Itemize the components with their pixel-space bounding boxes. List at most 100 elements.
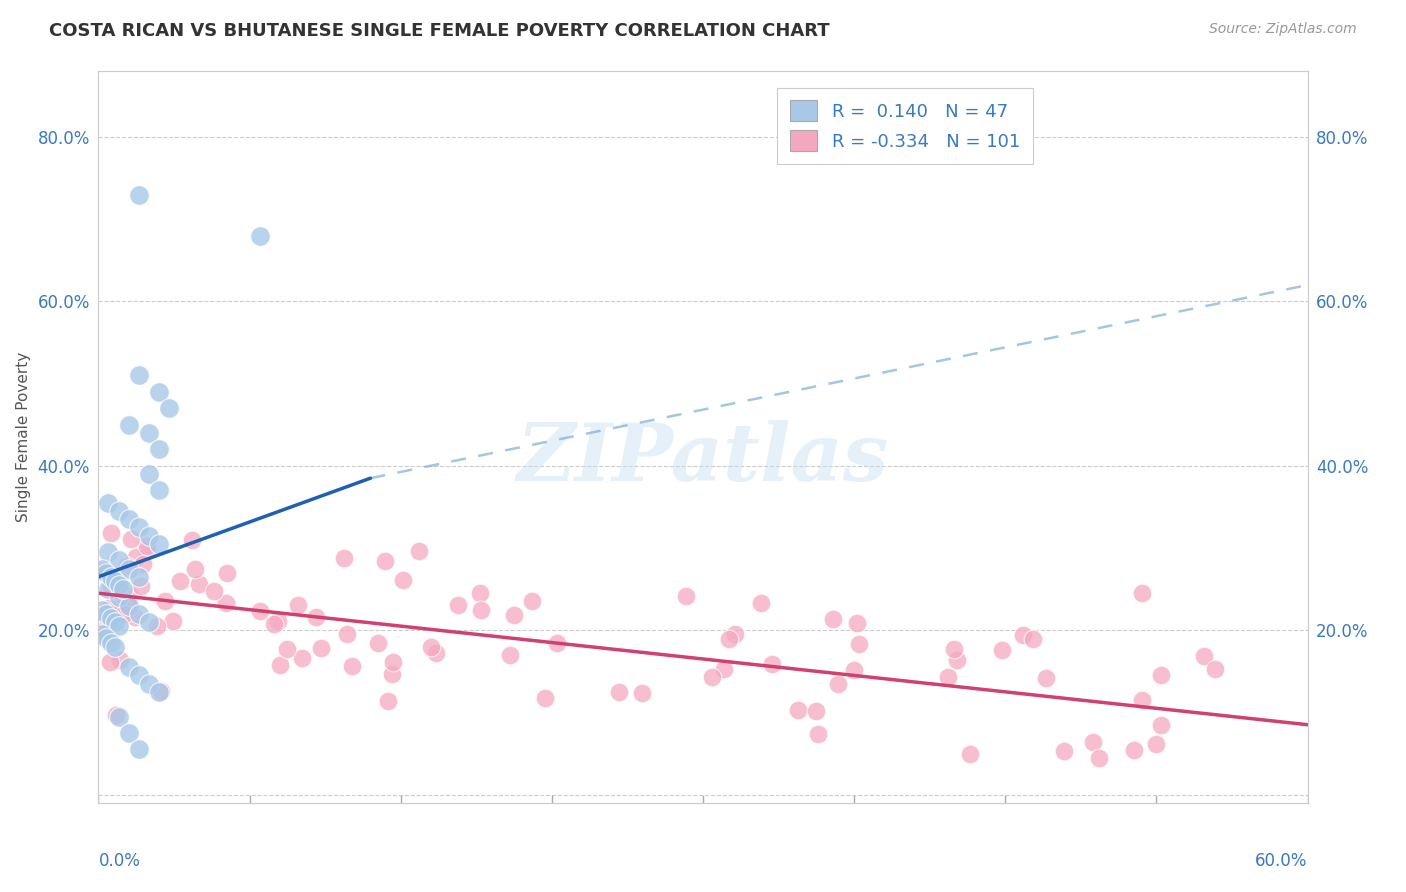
Point xyxy=(91,627,114,641)
Point xyxy=(100,580,122,594)
Point xyxy=(100,635,122,649)
Point xyxy=(425,646,447,660)
Point xyxy=(118,512,141,526)
Point xyxy=(148,442,170,457)
Point xyxy=(1130,586,1153,600)
Point xyxy=(392,573,415,587)
Point xyxy=(269,658,291,673)
Point xyxy=(1150,668,1173,682)
Point xyxy=(1088,751,1111,765)
Point xyxy=(100,570,122,584)
Point xyxy=(342,659,364,673)
Point xyxy=(1204,662,1226,676)
Point xyxy=(946,653,969,667)
Point xyxy=(118,561,141,575)
Point xyxy=(138,467,160,481)
Point xyxy=(108,653,131,667)
Point xyxy=(136,539,159,553)
Point xyxy=(936,669,959,683)
Point xyxy=(751,596,773,610)
Point xyxy=(382,655,405,669)
Point xyxy=(1130,693,1153,707)
Point xyxy=(97,600,120,615)
Point xyxy=(111,582,134,596)
Text: ZIPatlas: ZIPatlas xyxy=(517,420,889,498)
Point xyxy=(97,496,120,510)
Point xyxy=(129,579,152,593)
Point xyxy=(124,609,146,624)
Point xyxy=(381,667,404,681)
Text: 60.0%: 60.0% xyxy=(1256,852,1308,870)
Point xyxy=(943,642,966,657)
Point xyxy=(761,657,783,671)
Point xyxy=(111,600,134,615)
Point xyxy=(309,640,332,655)
Point xyxy=(96,566,118,580)
Point xyxy=(630,686,652,700)
Point xyxy=(188,577,211,591)
Point xyxy=(91,561,114,575)
Point xyxy=(112,607,135,621)
Point xyxy=(827,677,849,691)
Point xyxy=(120,533,142,547)
Point xyxy=(138,676,160,690)
Point xyxy=(374,554,396,568)
Point xyxy=(125,549,148,564)
Point xyxy=(149,684,172,698)
Point xyxy=(120,599,142,614)
Point xyxy=(267,614,290,628)
Point xyxy=(305,610,328,624)
Point xyxy=(96,632,118,646)
Point xyxy=(100,525,122,540)
Point xyxy=(991,643,1014,657)
Point xyxy=(713,662,735,676)
Point xyxy=(107,578,129,592)
Point xyxy=(104,708,127,723)
Point xyxy=(1021,632,1043,646)
Point xyxy=(115,558,138,573)
Point xyxy=(276,642,298,657)
Point xyxy=(1144,737,1167,751)
Point xyxy=(1011,628,1033,642)
Point xyxy=(1150,718,1173,732)
Point xyxy=(1035,672,1057,686)
Point xyxy=(718,632,741,646)
Point xyxy=(846,615,869,630)
Point xyxy=(959,747,981,762)
Point xyxy=(128,668,150,682)
Point xyxy=(128,520,150,534)
Point xyxy=(98,655,121,669)
Point xyxy=(128,607,150,621)
Point xyxy=(138,615,160,629)
Legend: R =  0.140   N = 47, R = -0.334   N = 101: R = 0.140 N = 47, R = -0.334 N = 101 xyxy=(778,87,1032,164)
Point xyxy=(546,636,568,650)
Point xyxy=(217,566,239,580)
Point xyxy=(202,583,225,598)
Point xyxy=(91,602,114,616)
Point xyxy=(128,187,150,202)
Point xyxy=(128,570,150,584)
Point xyxy=(336,626,359,640)
Point xyxy=(446,598,468,612)
Point xyxy=(148,384,170,399)
Point xyxy=(148,537,170,551)
Point xyxy=(842,663,865,677)
Point xyxy=(468,586,491,600)
Point xyxy=(138,425,160,440)
Point xyxy=(169,574,191,588)
Point xyxy=(367,636,389,650)
Point xyxy=(96,607,118,621)
Point xyxy=(108,573,131,587)
Point xyxy=(107,709,129,723)
Point xyxy=(700,670,723,684)
Point xyxy=(107,619,129,633)
Point xyxy=(101,574,124,588)
Point xyxy=(1053,744,1076,758)
Point xyxy=(103,574,125,588)
Point xyxy=(520,594,543,608)
Point xyxy=(184,562,207,576)
Point xyxy=(157,401,180,416)
Point xyxy=(148,685,170,699)
Point xyxy=(107,591,129,605)
Point xyxy=(1192,649,1215,664)
